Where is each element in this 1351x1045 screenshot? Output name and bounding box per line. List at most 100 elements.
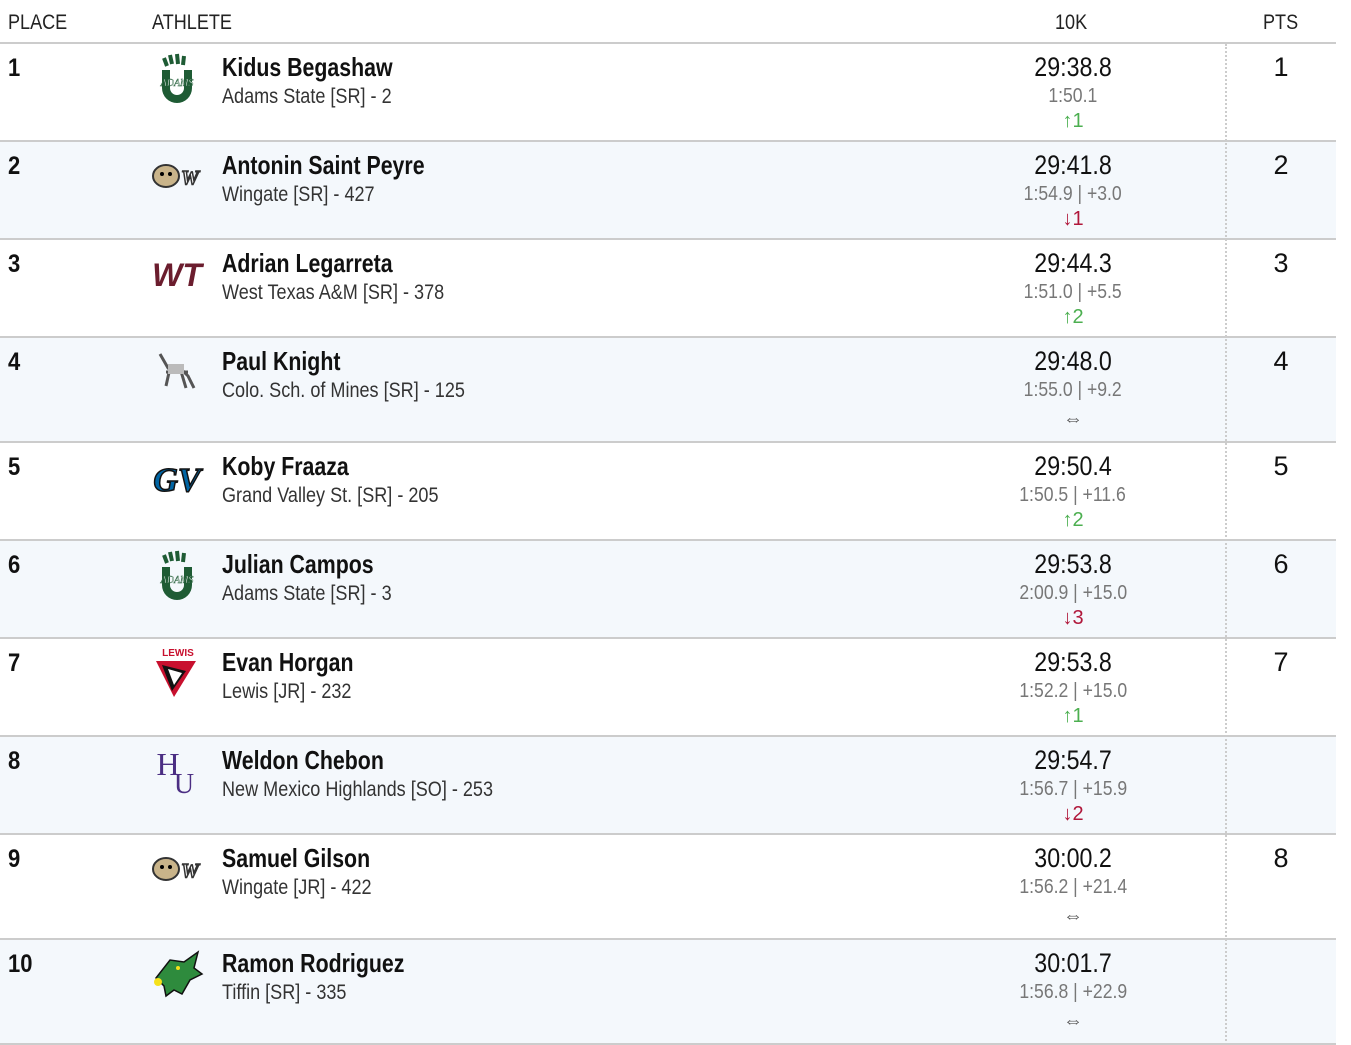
finish-time: 29:53.8 xyxy=(920,647,1226,678)
place: 9 xyxy=(8,845,21,873)
table-header: PLACE ATHLETE 10K PTS xyxy=(0,0,1336,44)
split-gap: 1:52.2 | +15.0 xyxy=(920,680,1226,703)
athlete-name[interactable]: Antonin Saint Peyre xyxy=(222,150,425,180)
athlete-name[interactable]: Samuel Gilson xyxy=(222,843,371,873)
table-row[interactable]: 10 Ramon Rodriguez Tiffin [SR] - 335 30:… xyxy=(0,940,1336,1045)
athlete-name[interactable]: Ramon Rodriguez xyxy=(222,948,405,978)
position-change-up: ↑2 xyxy=(1062,509,1084,531)
team-points: 7 xyxy=(1273,647,1289,677)
athlete-team[interactable]: Adams State [SR] - 3 xyxy=(222,582,392,605)
table-row[interactable]: 7 LEWIS Evan Horgan Lewis [JR] - 232 29:… xyxy=(0,639,1336,737)
split-gap-value: 1:56.7 | +15.9 xyxy=(1019,778,1127,800)
finish-time: 29:38.8 xyxy=(920,52,1226,83)
svg-text:GV: GV xyxy=(153,462,203,499)
team-points: 5 xyxy=(1273,451,1289,481)
split-gap-value: 1:56.8 | +22.9 xyxy=(1019,981,1127,1003)
wingate-logo: W xyxy=(150,150,204,202)
finish-time: 29:54.7 xyxy=(920,745,1226,776)
pts-divider xyxy=(1225,44,1227,1045)
split-gap: 1:50.5 | +11.6 xyxy=(920,484,1226,507)
athlete-name[interactable]: Paul Knight xyxy=(222,346,341,376)
athlete-team[interactable]: Lewis [JR] - 232 xyxy=(222,680,352,703)
wingate-logo: W xyxy=(150,843,204,895)
finish-time: 30:00.2 xyxy=(920,843,1226,874)
athlete-name[interactable]: Koby Fraaza xyxy=(222,451,349,481)
athlete-name[interactable]: Evan Horgan xyxy=(222,647,354,677)
team-points: 2 xyxy=(1273,150,1289,180)
finish-time-value: 29:38.8 xyxy=(1034,52,1112,82)
place: 1 xyxy=(8,54,21,82)
finish-time-value: 29:50.4 xyxy=(1034,451,1112,481)
athlete-name[interactable]: Julian Campos xyxy=(222,549,374,579)
west-texas-logo: WT xyxy=(150,248,204,300)
finish-time: 30:01.7 xyxy=(920,948,1226,979)
split-gap-value: 1:56.2 | +21.4 xyxy=(1019,876,1127,898)
adams-state-logo: ADAMS xyxy=(150,52,204,104)
finish-time-value: 30:01.7 xyxy=(1034,948,1112,978)
table-row[interactable]: 9 W Samuel Gilson Wingate [JR] - 422 30:… xyxy=(0,835,1336,940)
athlete-team[interactable]: West Texas A&M [SR] - 378 xyxy=(222,281,445,304)
lewis-logo: LEWIS xyxy=(150,647,204,699)
athlete-name[interactable]: Weldon Chebon xyxy=(222,745,384,775)
athlete-name[interactable]: Kidus Begashaw xyxy=(222,52,393,82)
split-gap: 1:56.7 | +15.9 xyxy=(920,778,1226,801)
athlete-name[interactable]: Adrian Legarreta xyxy=(222,248,393,278)
place: 8 xyxy=(8,747,21,775)
place: 5 xyxy=(8,453,21,481)
place: 10 xyxy=(8,950,33,978)
header-athlete[interactable]: ATHLETE xyxy=(152,11,232,34)
svg-text:H: H xyxy=(156,746,179,782)
grand-valley-logo: GV xyxy=(150,451,204,503)
athlete-team[interactable]: Adams State [SR] - 2 xyxy=(222,85,392,108)
team-points: 1 xyxy=(1273,52,1289,82)
position-change-down: ↓1 xyxy=(1062,208,1084,230)
split-gap-value: 1:50.1 xyxy=(1048,85,1098,107)
position-change-up: ↑1 xyxy=(1062,110,1084,132)
finish-time-value: 29:54.7 xyxy=(1034,745,1112,775)
athlete-team[interactable]: Wingate [JR] - 422 xyxy=(222,876,372,899)
split-gap-value: 1:50.5 | +11.6 xyxy=(1019,484,1127,506)
place: 6 xyxy=(8,551,21,579)
athlete-team[interactable]: New Mexico Highlands [SO] - 253 xyxy=(222,778,494,801)
split-gap-value: 1:55.0 | +9.2 xyxy=(1023,379,1123,401)
finish-time: 29:44.3 xyxy=(920,248,1226,279)
svg-text:WT: WT xyxy=(152,257,204,293)
split-gap-value: 1:54.9 | +3.0 xyxy=(1023,183,1123,205)
table-row[interactable]: 6 ADAMS Julian Campos Adams State [SR] -… xyxy=(0,541,1336,639)
finish-time-value: 29:53.8 xyxy=(1034,647,1112,677)
table-row[interactable]: 2 W Antonin Saint Peyre Wingate [SR] - 4… xyxy=(0,142,1336,240)
split-gap: 2:00.9 | +15.0 xyxy=(920,582,1226,605)
svg-text:U: U xyxy=(174,769,194,797)
position-change-same: ⇔ xyxy=(1063,1010,1083,1032)
table-row[interactable]: 3 WT Adrian Legarreta West Texas A&M [SR… xyxy=(0,240,1336,338)
split-gap-value: 2:00.9 | +15.0 xyxy=(1019,582,1127,604)
finish-time: 29:41.8 xyxy=(920,150,1226,181)
header-place[interactable]: PLACE xyxy=(8,11,68,34)
athlete-team[interactable]: Tiffin [SR] - 335 xyxy=(222,981,347,1004)
table-row[interactable]: 5 GV Koby Fraaza Grand Valley St. [SR] -… xyxy=(0,443,1336,541)
team-points: 8 xyxy=(1273,843,1289,873)
athlete-team[interactable]: Grand Valley St. [SR] - 205 xyxy=(222,484,439,507)
position-change-same: ⇔ xyxy=(1063,905,1083,927)
header-10k[interactable]: 10K xyxy=(1055,11,1088,34)
place: 4 xyxy=(8,348,21,376)
split-gap: 1:56.8 | +22.9 xyxy=(920,981,1226,1004)
split-gap: 1:55.0 | +9.2 xyxy=(920,379,1226,402)
finish-time-value: 29:48.0 xyxy=(1034,346,1112,376)
finish-time: 29:48.0 xyxy=(920,346,1226,377)
finish-time-value: 29:44.3 xyxy=(1034,248,1112,278)
athlete-team[interactable]: Colo. Sch. of Mines [SR] - 125 xyxy=(222,379,465,402)
header-pts[interactable]: PTS xyxy=(1263,11,1299,34)
svg-text:W: W xyxy=(181,860,200,882)
mines-logo xyxy=(150,346,204,398)
table-row[interactable]: 1 ADAMS Kidus Begashaw Adams State [SR] … xyxy=(0,44,1336,142)
table-row[interactable]: 4 Paul Knight Colo. Sch. of Mines [SR] -… xyxy=(0,338,1336,443)
split-gap: 1:56.2 | +21.4 xyxy=(920,876,1226,899)
athlete-team[interactable]: Wingate [SR] - 427 xyxy=(222,183,375,206)
svg-text:LEWIS: LEWIS xyxy=(162,648,194,659)
team-points: 3 xyxy=(1273,248,1289,278)
split-gap: 1:54.9 | +3.0 xyxy=(920,183,1226,206)
split-gap: 1:50.1 xyxy=(920,85,1226,108)
